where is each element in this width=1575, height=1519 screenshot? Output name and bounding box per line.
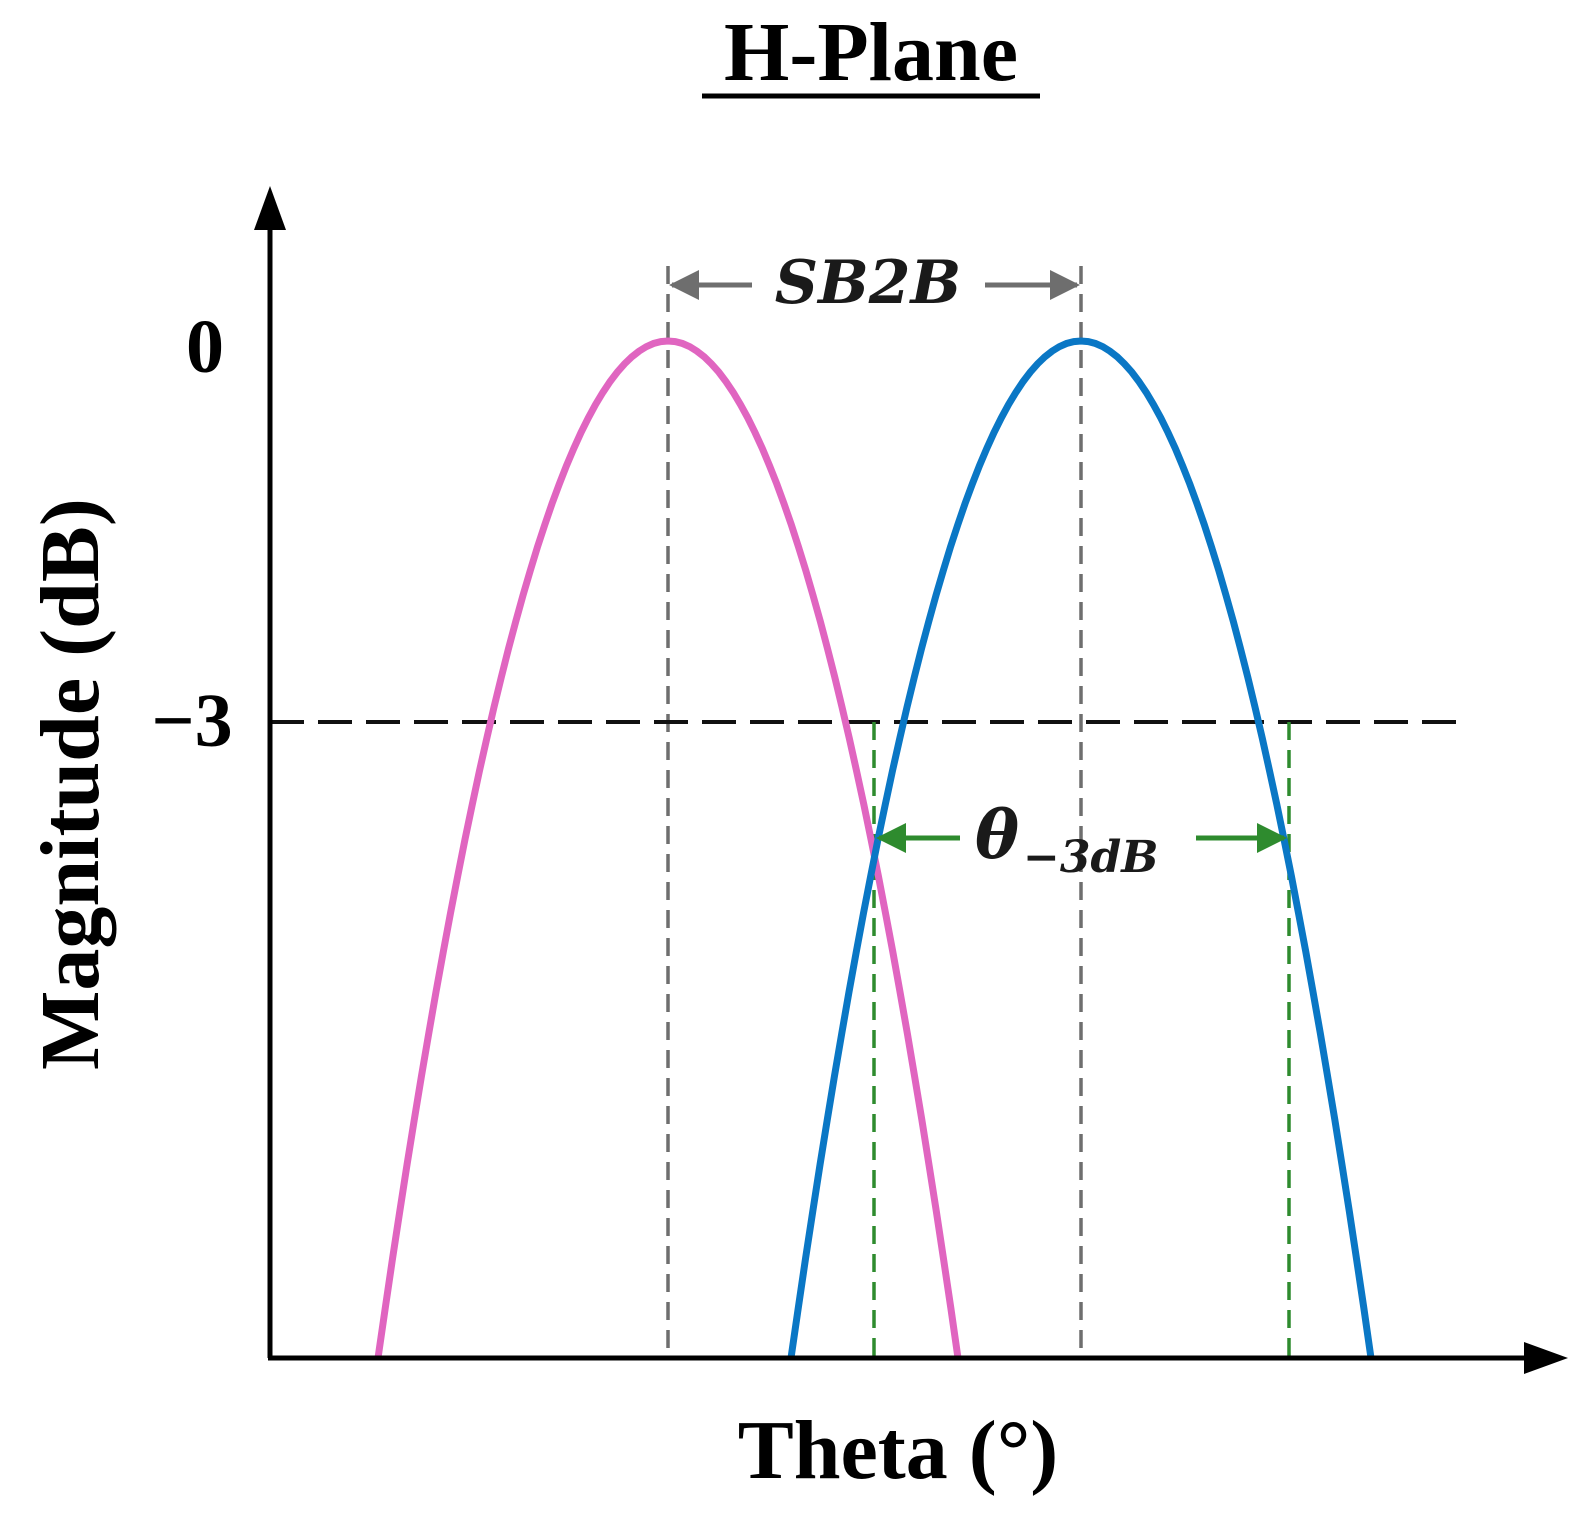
y-tick-0: 0 [186,305,224,389]
x-axis-label: Theta (°) [738,1404,1059,1497]
beam-left-curve [374,337,962,1359]
beamwidth-label: θ −3dB [975,796,1158,883]
beamwidth-subscript: −3dB [1023,832,1158,883]
y-tick-minus-3: −3 [151,679,232,763]
arrow-up-icon [254,186,286,230]
chart-title: H-Plane [724,6,1018,99]
y-axis-label: Magnitude (dB) [24,498,117,1070]
beamwidth-symbol: θ [975,796,1019,874]
arrow-right-icon [1524,1342,1568,1374]
sb2b-label: SB2B [775,248,962,318]
beam-right-curve [787,337,1375,1359]
